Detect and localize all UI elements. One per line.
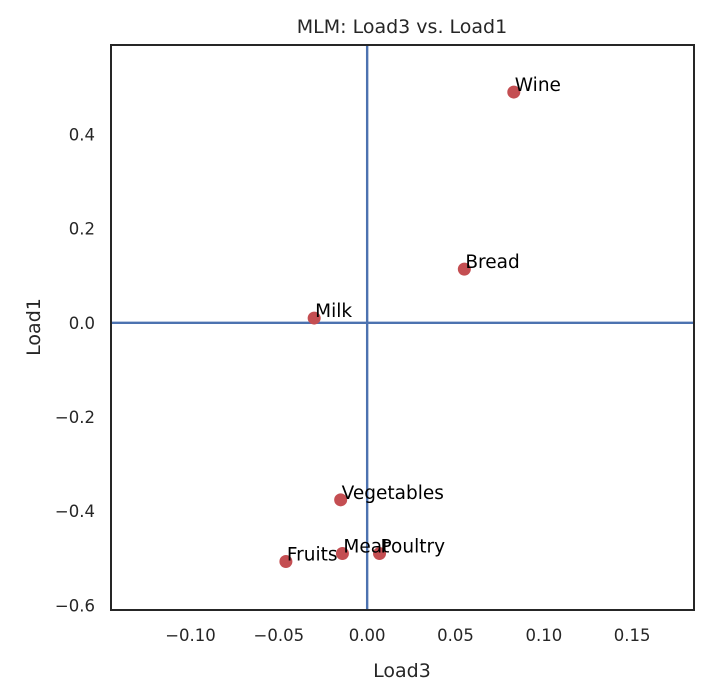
- x-axis-ticks: −0.10 −0.05 0.00 0.05 0.10 0.15: [165, 626, 650, 645]
- x-tick-label: 0.10: [525, 626, 562, 645]
- data-point-label: Bread: [465, 252, 519, 273]
- data-point: [334, 493, 348, 507]
- data-point-label: Fruits: [287, 545, 338, 566]
- y-tick-label: −0.6: [55, 596, 95, 615]
- data-point: [335, 547, 349, 560]
- y-tick-label: 0.4: [69, 125, 95, 144]
- x-tick-label: −0.10: [165, 626, 216, 645]
- y-tick-label: −0.4: [55, 502, 95, 521]
- plot-frame: [110, 44, 695, 611]
- y-tick-label: −0.2: [55, 408, 95, 427]
- data-point: [507, 85, 521, 99]
- y-axis-label: Load1: [23, 298, 45, 356]
- data-point-label: Meat: [343, 537, 389, 558]
- x-tick-label: 0.15: [614, 626, 651, 645]
- x-tick-label: 0.00: [349, 626, 386, 645]
- chart-title: MLM: Load3 vs. Load1: [297, 16, 507, 38]
- x-tick-label: 0.05: [437, 626, 474, 645]
- y-axis-ticks: −0.6 −0.4 −0.2 0.0 0.2 0.4: [55, 125, 95, 615]
- x-axis-label: Load3: [373, 660, 431, 682]
- data-point-label: Milk: [315, 301, 352, 322]
- reference-lines: [111, 45, 694, 610]
- y-tick-label: 0.2: [69, 220, 95, 239]
- x-tick-label: −0.05: [254, 626, 305, 645]
- data-point-label: Vegetables: [342, 483, 444, 504]
- data-point: [307, 311, 321, 325]
- y-tick-label: 0.0: [69, 314, 95, 333]
- data-point-label: Poultry: [381, 537, 446, 558]
- data-point-label: Wine: [515, 75, 561, 96]
- data-points: [279, 85, 521, 569]
- data-point: [279, 555, 293, 569]
- data-point: [457, 262, 471, 276]
- data-point: [373, 547, 387, 560]
